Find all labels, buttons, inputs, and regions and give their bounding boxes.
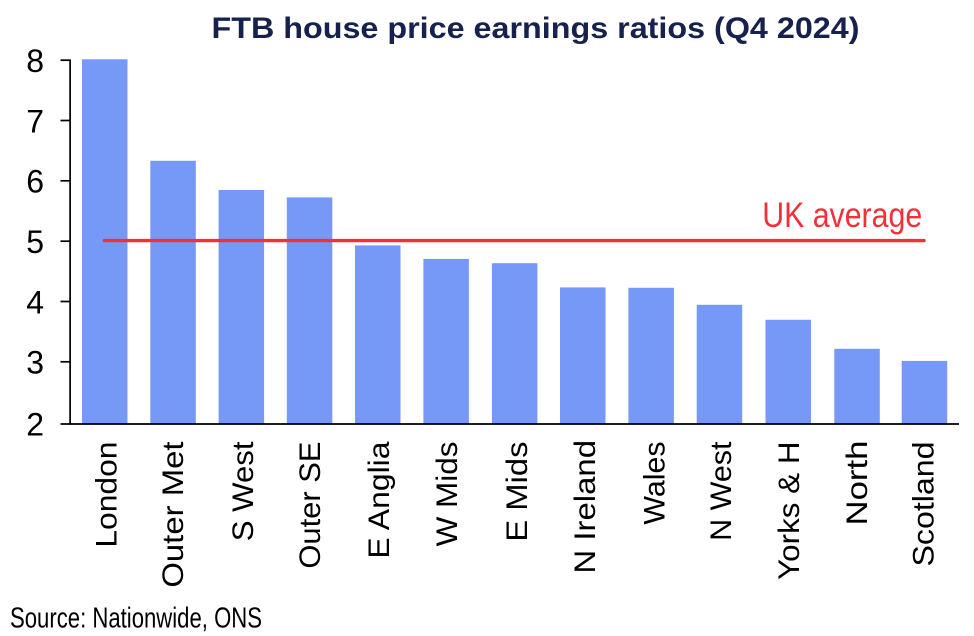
svg-text:2: 2	[26, 406, 44, 442]
svg-text:N West: N West	[705, 441, 738, 541]
svg-text:8: 8	[26, 43, 44, 79]
svg-text:7: 7	[26, 103, 44, 139]
svg-text:FTB house price earnings ratio: FTB house price earnings ratios (Q4 2024…	[212, 12, 860, 45]
svg-text:E Mids: E Mids	[501, 442, 534, 542]
svg-text:E Anglia: E Anglia	[363, 441, 396, 558]
svg-text:3: 3	[26, 345, 44, 381]
svg-text:Wales: Wales	[638, 442, 671, 525]
svg-text:5: 5	[26, 224, 44, 260]
svg-text:Yorks & H: Yorks & H	[773, 442, 806, 580]
svg-text:UK average: UK average	[762, 196, 922, 235]
svg-text:Source: Nationwide, ONS: Source: Nationwide, ONS	[10, 603, 262, 635]
svg-text:North: North	[841, 441, 874, 526]
svg-text:6: 6	[26, 164, 44, 200]
svg-text:4: 4	[26, 284, 44, 320]
svg-text:W Mids: W Mids	[431, 442, 464, 547]
svg-text:Outer Met: Outer Met	[157, 441, 190, 588]
svg-text:Scotland: Scotland	[908, 442, 941, 567]
svg-text:N Ireland: N Ireland	[569, 440, 602, 574]
svg-text:Outer SE: Outer SE	[294, 442, 327, 569]
svg-text:S West: S West	[227, 441, 260, 541]
svg-text:London: London	[91, 442, 124, 548]
